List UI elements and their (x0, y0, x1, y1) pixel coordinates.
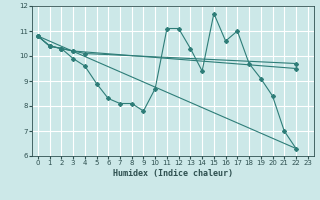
X-axis label: Humidex (Indice chaleur): Humidex (Indice chaleur) (113, 169, 233, 178)
